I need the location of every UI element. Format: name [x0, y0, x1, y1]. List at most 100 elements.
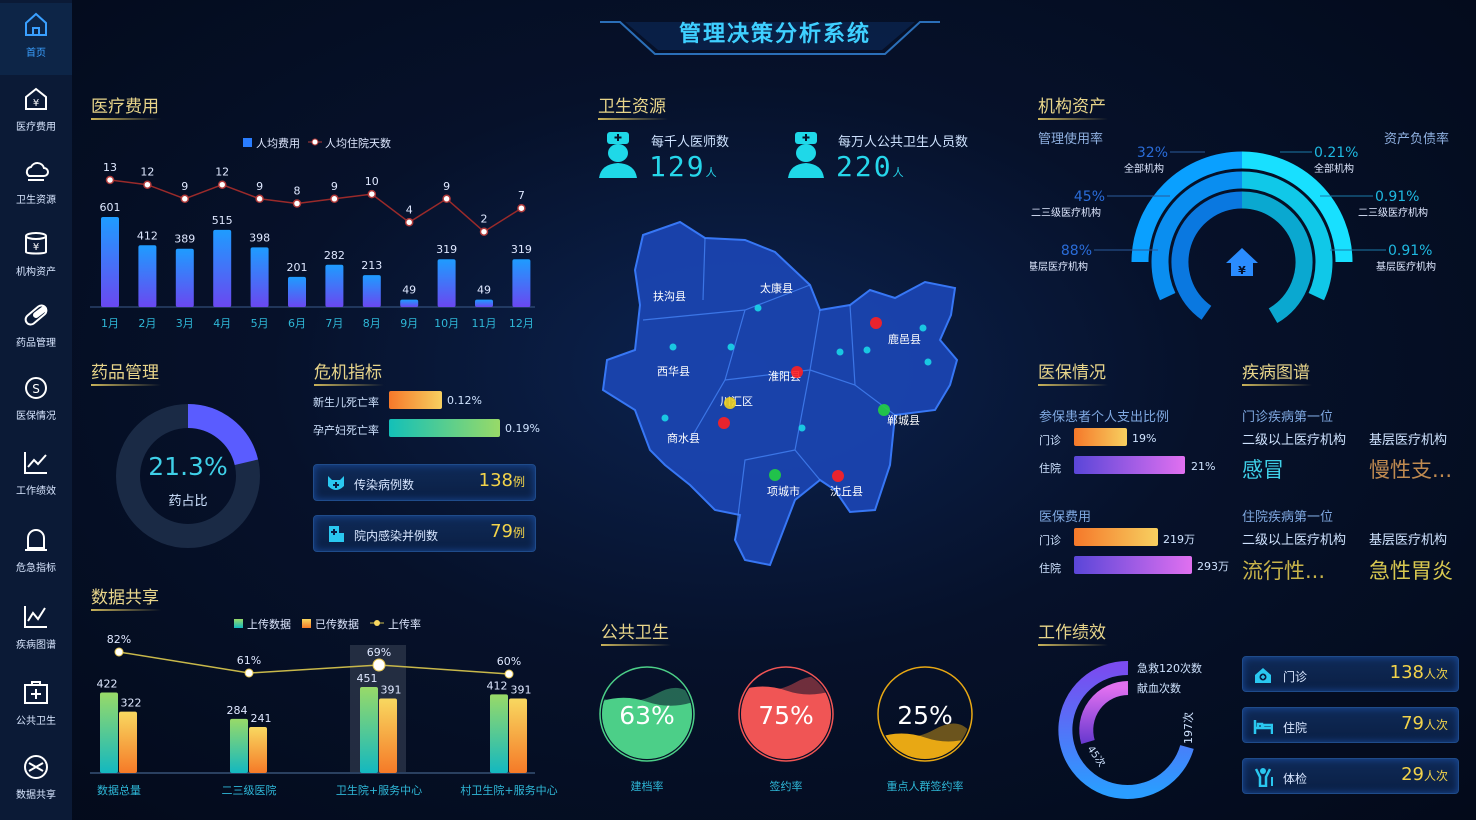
panel-title-insurance: 医保情况	[1038, 358, 1108, 386]
graph-icon	[24, 606, 47, 628]
line-point	[504, 669, 514, 679]
line-label: 69%	[367, 646, 391, 659]
line-point	[105, 175, 115, 185]
sidebar-item-0[interactable]: 首页	[0, 3, 72, 75]
ratio-title: 参保患者个人支出比例	[1039, 410, 1170, 425]
bar-9月	[400, 299, 419, 307]
sidebar-item-label: 危急指标	[16, 563, 56, 574]
line-point	[372, 658, 386, 672]
panel-title-disease: 疾病图谱	[1242, 358, 1312, 386]
bar-label: 284	[227, 704, 248, 717]
performance-card-2: 体检 29人次	[1242, 758, 1459, 794]
sidebar-item-label: 医疗费用	[16, 122, 56, 133]
performance-card-0: 门诊 138人次	[1242, 656, 1459, 692]
gauge-wave	[602, 697, 692, 759]
sidebar-item-10[interactable]: 数据共享	[0, 745, 72, 817]
map-marker	[718, 417, 730, 429]
rate-value: 0.12%	[447, 394, 482, 407]
map-marker	[878, 404, 890, 416]
line-label: 7	[518, 189, 525, 202]
bar-uploaded	[379, 698, 397, 773]
bar-10月	[437, 259, 456, 307]
bar-label: 389	[174, 233, 195, 246]
line-label: 13	[103, 161, 117, 174]
bar-label: 391	[381, 683, 402, 696]
legend-marker	[311, 138, 319, 146]
usage-arc-2	[1171, 191, 1243, 320]
line-label: 2	[481, 213, 488, 226]
debt-value: 0.91%	[1388, 243, 1432, 259]
card-label: 门诊	[1283, 670, 1308, 684]
map-marker	[669, 343, 677, 351]
card-label: 体检	[1283, 772, 1308, 786]
sidebar-item-9[interactable]: 公共卫生	[0, 671, 72, 743]
stat-value: 129人	[649, 150, 719, 183]
card-value: 138人次	[1389, 662, 1448, 683]
map-marker	[791, 366, 803, 378]
usage-label: 全部机构	[1124, 162, 1164, 175]
sidebar-item-4[interactable]: 药品管理	[0, 293, 72, 365]
bar-label: 412	[137, 229, 158, 242]
bar-uploaded	[249, 727, 267, 773]
disease-name: 感冒	[1242, 458, 1284, 482]
line-point	[442, 194, 451, 204]
checkup-icon	[1254, 768, 1273, 787]
x-tick: 4月	[213, 317, 231, 330]
stat-value: 220人	[836, 150, 906, 183]
usage-value: 88%	[1061, 243, 1092, 259]
blood-donation-arc	[1079, 681, 1129, 744]
map-marker	[769, 469, 781, 481]
bar-upload	[490, 694, 508, 773]
gauge-value: 75%	[758, 701, 814, 730]
sidebar-item-1[interactable]: ¥ 医疗费用	[0, 77, 72, 149]
bar-uploaded	[509, 698, 527, 773]
house-yen-icon	[1226, 248, 1258, 276]
col-label: 二级以上医疗机构	[1242, 433, 1347, 448]
cost-bar	[1074, 556, 1192, 574]
gauge-ring	[877, 666, 973, 762]
bar-upload	[360, 687, 378, 773]
sidebar-item-label: 首页	[26, 48, 46, 59]
x-tick: 11月	[472, 317, 497, 330]
x-tick: 3月	[176, 317, 194, 330]
sidebar-item-6[interactable]: 工作绩效	[0, 441, 72, 513]
map-marker	[863, 346, 871, 354]
x-tick: 9月	[400, 317, 418, 330]
rate-bar	[389, 391, 442, 409]
line-label: 9	[331, 180, 338, 193]
header-frame	[600, 21, 940, 55]
panel-title-drug: 药品管理	[91, 358, 161, 386]
sidebar-item-8[interactable]: 疾病图谱	[0, 595, 72, 667]
x-tick: 8月	[363, 317, 381, 330]
card-value: 79人次	[1401, 713, 1448, 734]
x-tick: 6月	[288, 317, 306, 330]
line-label: 10	[365, 175, 379, 188]
debt-value: 0.21%	[1314, 145, 1358, 161]
line-point	[330, 194, 339, 204]
ratio-value: 21%	[1191, 460, 1216, 473]
sidebar-item-2[interactable]: 卫生资源	[0, 150, 72, 222]
line-label: 9	[443, 180, 450, 193]
bar-1月	[101, 217, 119, 307]
map-label-鹿邑县: 鹿邑县	[888, 332, 921, 346]
line-point	[217, 180, 227, 189]
line-label: 9	[181, 180, 188, 193]
sidebar-item-5[interactable]: S 医保情况	[0, 366, 72, 438]
debt-label: 基层医疗机构	[1376, 260, 1436, 273]
legend-marker	[374, 620, 380, 626]
hospital-infection-card: 院内感染并例数 79例	[313, 515, 536, 552]
pill-icon	[24, 304, 48, 326]
gauge-label: 签约率	[770, 779, 803, 793]
bar-label: 412	[487, 679, 508, 692]
line-point	[114, 647, 124, 657]
bar-label: 213	[361, 259, 382, 272]
ring-label: 197次	[1182, 712, 1195, 744]
line-point	[292, 199, 302, 208]
cloud-icon	[25, 162, 49, 181]
sidebar-item-3[interactable]: ¥ 机构资产	[0, 222, 72, 294]
infectious-cases-card: 传染病例数 138例	[313, 464, 536, 501]
sidebar-item-7[interactable]: 危急指标	[0, 518, 72, 590]
rate-value: 0.19%	[505, 422, 540, 435]
line-label: 8	[294, 185, 301, 198]
